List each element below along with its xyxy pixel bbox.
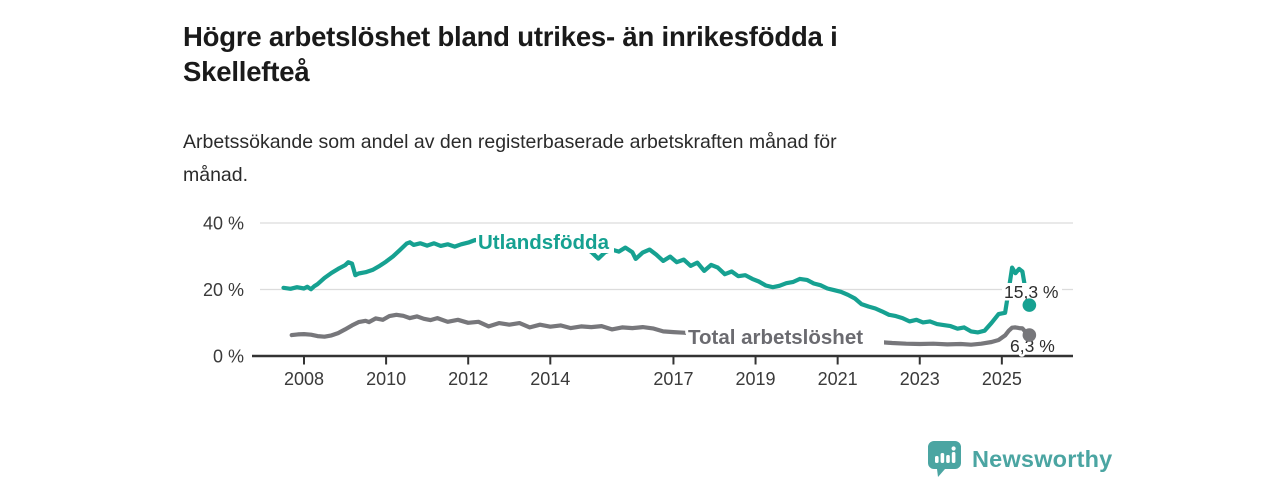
x-axis-tick-label: 2012 xyxy=(448,369,488,389)
series-label-mask xyxy=(476,231,614,253)
y-axis-tick-label: 20 % xyxy=(203,280,244,300)
series-line-total xyxy=(289,312,1032,347)
series-end-dot-utlandsfodda xyxy=(1022,298,1037,312)
series-label-mask xyxy=(686,327,884,348)
y-axis-tick-label: 40 % xyxy=(203,214,244,234)
newsworthy-logo-icon xyxy=(928,441,961,477)
series-label-utlandsfodda: Utlandsfödda xyxy=(478,231,610,254)
chart-subtitle: Arbetssökande som andel av den registerb… xyxy=(183,126,1043,192)
x-axis-tick-label: 2021 xyxy=(818,369,858,389)
page-title-line1: Högre arbetslöshet bland utrikes- än inr… xyxy=(183,21,838,53)
end-label-mask xyxy=(1008,338,1064,353)
series-label-total: Total arbetslöshet xyxy=(688,326,863,349)
x-axis-tick-label: 2008 xyxy=(284,369,324,389)
series-line-utlandsfodda xyxy=(281,235,1032,335)
newsworthy-logo-text: Newsworthy xyxy=(972,445,1113,472)
newsworthy-logo[interactable]: Newsworthy xyxy=(928,441,1112,477)
page-title: Högre arbetslöshet bland utrikes- än inr… xyxy=(183,20,1043,89)
x-axis-tick-label: 2017 xyxy=(653,369,693,389)
x-axis-tick-label: 2025 xyxy=(982,369,1022,389)
end-label-mask xyxy=(1002,283,1062,299)
chart-subtitle-line1: Arbetssökande som andel av den registerb… xyxy=(183,131,837,153)
x-axis-tick-label: 2023 xyxy=(900,369,940,389)
y-axis-tick-label: 0 % xyxy=(213,347,244,367)
chart-subtitle-line2: månad. xyxy=(183,164,249,187)
x-axis-tick-label: 2014 xyxy=(530,369,570,389)
x-axis-tick-label: 2019 xyxy=(736,369,776,389)
page-title-line2: Skellefteå xyxy=(183,55,310,87)
series-end-dot-total xyxy=(1022,328,1037,342)
x-axis-tick-label: 2010 xyxy=(366,369,406,389)
